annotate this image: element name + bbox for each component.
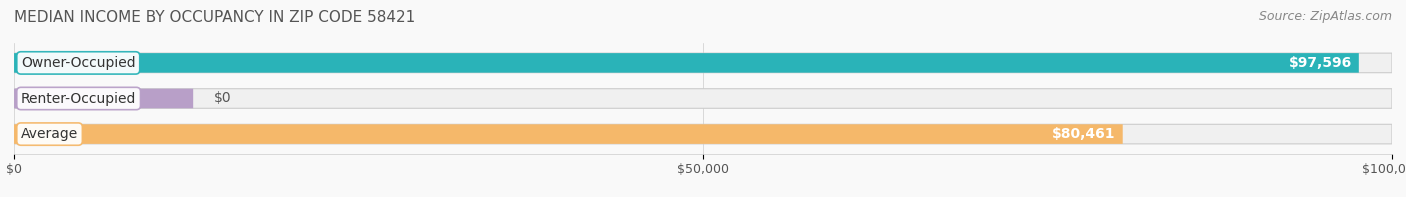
FancyBboxPatch shape [14, 53, 1392, 73]
FancyBboxPatch shape [14, 53, 1358, 73]
FancyBboxPatch shape [14, 124, 1123, 144]
FancyBboxPatch shape [14, 124, 1392, 144]
Text: $97,596: $97,596 [1289, 56, 1353, 70]
Text: $0: $0 [214, 91, 232, 106]
Text: $80,461: $80,461 [1052, 127, 1116, 141]
FancyBboxPatch shape [14, 89, 193, 108]
Text: Average: Average [21, 127, 79, 141]
Text: Source: ZipAtlas.com: Source: ZipAtlas.com [1258, 10, 1392, 23]
FancyBboxPatch shape [14, 89, 1392, 108]
Text: Renter-Occupied: Renter-Occupied [21, 91, 136, 106]
Text: MEDIAN INCOME BY OCCUPANCY IN ZIP CODE 58421: MEDIAN INCOME BY OCCUPANCY IN ZIP CODE 5… [14, 10, 415, 25]
Text: Owner-Occupied: Owner-Occupied [21, 56, 135, 70]
